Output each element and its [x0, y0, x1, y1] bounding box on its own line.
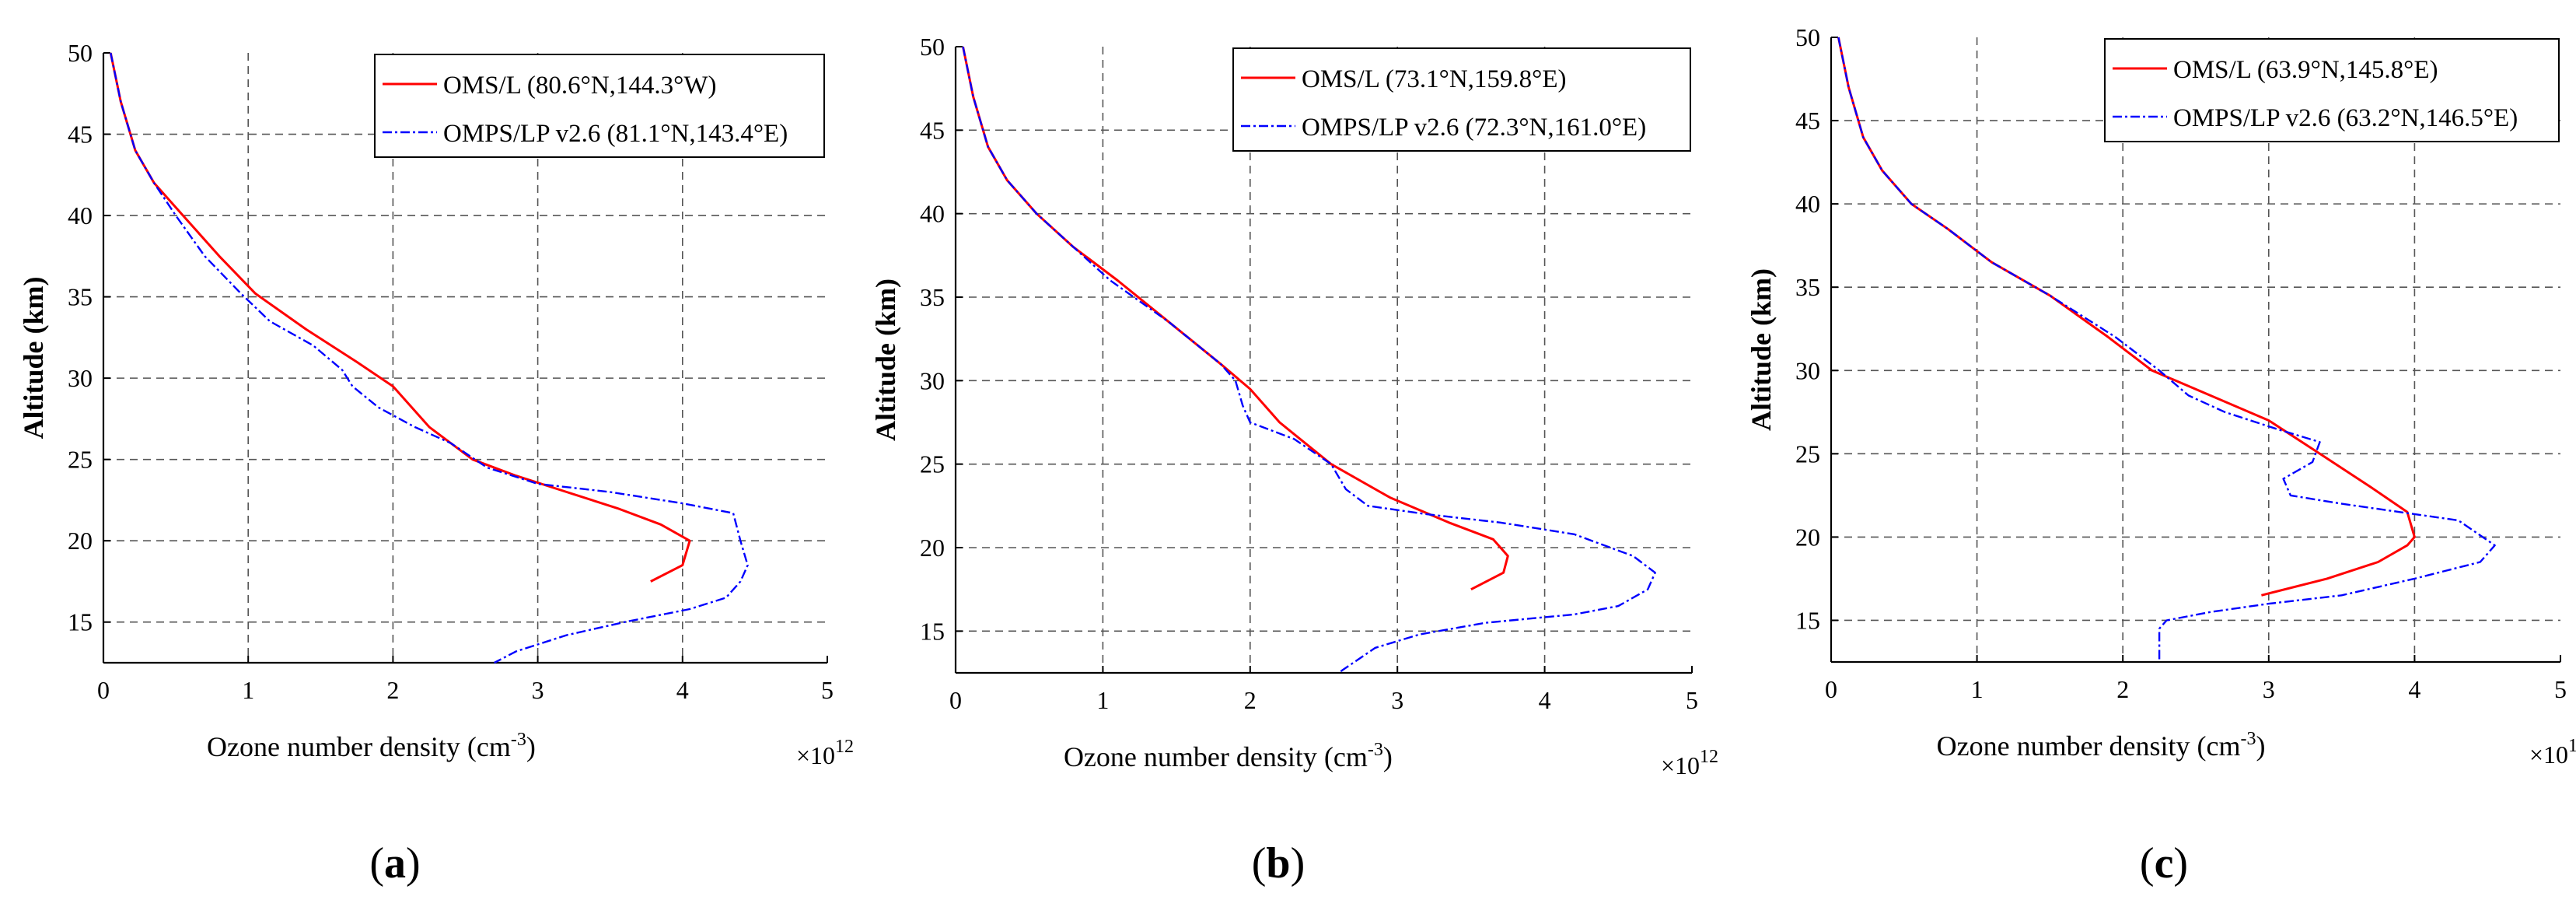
x-multiplier-base: ×10 [796, 741, 835, 769]
y-tick-label: 50 [68, 39, 93, 67]
panel-label: (b) [1252, 839, 1305, 888]
legend-box [374, 54, 825, 158]
y-tick-label: 40 [68, 201, 93, 229]
series-line-ompslp [962, 46, 1656, 674]
y-tick-label: 40 [1795, 190, 1820, 218]
x-tick-label: 2 [386, 676, 399, 704]
x-tick-label: 4 [1539, 686, 1551, 714]
legend-label: OMPS/LP v2.6 (63.2°N,146.5°E) [2173, 104, 2518, 132]
x-tick-label: 0 [1825, 675, 1837, 703]
y-tick-label: 45 [68, 121, 93, 149]
panel-label: (a) [369, 839, 420, 888]
x-tick-label: 2 [1244, 686, 1257, 714]
legend-label: OMS/L (63.9°N,145.8°E) [2173, 56, 2438, 84]
y-tick-label: 50 [1795, 23, 1820, 51]
y-tick-label: 45 [1795, 107, 1820, 135]
y-tick-label: 50 [920, 33, 945, 61]
panel-label-close: ) [2173, 839, 2188, 888]
series-line-omsl [962, 46, 1509, 591]
panel-label-open: ( [2140, 839, 2155, 888]
x-axis-title-tail: ) [1383, 741, 1393, 772]
legend-box [2104, 38, 2560, 142]
x-multiplier-exponent: 12 [835, 737, 854, 757]
y-tick-label: 25 [1795, 439, 1820, 468]
y-axis-title: Altitude (km) [870, 278, 901, 441]
y-tick-label: 20 [68, 527, 93, 555]
x-tick-label: 4 [676, 676, 689, 704]
y-tick-label: 15 [1795, 606, 1820, 634]
y-tick-label: 30 [920, 366, 945, 394]
legend-label: OMPS/LP v2.6 (72.3°N,161.0°E) [1302, 114, 1646, 142]
panel-label-letter: a [384, 839, 406, 888]
x-tick-label: 0 [949, 686, 962, 714]
x-multiplier-exponent: 12 [2568, 736, 2576, 756]
x-axis-multiplier: ×1012 [2529, 736, 2576, 769]
panel-label: (c) [2140, 839, 2188, 888]
x-axis-title: Ozone number density (cm-3) [207, 730, 536, 762]
y-tick-label: 25 [68, 446, 93, 474]
x-tick-label: 4 [2408, 675, 2420, 703]
panel-label-letter: b [1266, 839, 1290, 888]
x-axis-title-superscript: -3 [1368, 740, 1383, 760]
y-tick-label: 45 [920, 116, 945, 144]
series-line-ompslp [110, 52, 749, 664]
x-axis-title: Ozone number density (cm-3) [1937, 729, 2266, 762]
y-axis-title: Altitude (km) [18, 277, 49, 439]
y-tick-label: 20 [1795, 523, 1820, 551]
panel-label-close: ) [1291, 839, 1305, 888]
series-line-ompslp [1837, 37, 2496, 662]
x-axis-multiplier: ×1012 [1661, 747, 1718, 779]
legend-label: OMS/L (80.6°N,144.3°W) [443, 72, 716, 100]
x-axis-title-tail: ) [526, 731, 536, 762]
x-tick-label: 3 [1391, 686, 1403, 714]
x-axis-title: Ozone number density (cm-3) [1064, 740, 1393, 772]
x-axis-title-superscript: -3 [2241, 729, 2256, 749]
x-axis-title-base: Ozone number density (cm [1064, 741, 1368, 772]
x-tick-label: 1 [1971, 675, 1984, 703]
x-tick-label: 0 [97, 676, 110, 704]
y-tick-label: 20 [920, 534, 945, 562]
y-axis-title: Altitude (km) [1746, 268, 1777, 431]
x-tick-label: 5 [1686, 686, 1698, 714]
x-tick-label: 3 [2263, 675, 2275, 703]
panel-label-open: ( [369, 839, 384, 888]
x-tick-label: 1 [1096, 686, 1109, 714]
legend-label: OMS/L (73.1°N,159.8°E) [1302, 65, 1567, 93]
x-tick-label: 2 [2116, 675, 2129, 703]
legend: OMS/L (73.1°N,159.8°E) OMPS/LP v2.6 (72.3… [1232, 47, 1691, 152]
x-axis-title-tail: ) [2256, 730, 2266, 762]
x-multiplier-exponent: 12 [1700, 747, 1718, 767]
y-tick-label: 35 [1795, 273, 1820, 301]
x-axis-title-base: Ozone number density (cm [1937, 730, 2241, 762]
panel-label-open: ( [1252, 839, 1267, 888]
legend: OMS/L (80.6°N,144.3°W) OMPS/LP v2.6 (81.1… [374, 54, 825, 158]
y-tick-label: 15 [920, 617, 945, 645]
x-multiplier-base: ×10 [1661, 751, 1700, 779]
x-tick-label: 1 [242, 676, 254, 704]
y-tick-label: 15 [68, 608, 93, 636]
x-axis-multiplier: ×1012 [796, 737, 854, 769]
legend-label: OMPS/LP v2.6 (81.1°N,143.4°E) [443, 120, 788, 148]
x-multiplier-base: ×10 [2529, 741, 2568, 769]
panel-label-letter: c [2155, 839, 2174, 888]
y-tick-label: 35 [68, 283, 93, 311]
x-tick-label: 3 [532, 676, 544, 704]
legend: OMS/L (63.9°N,145.8°E) OMPS/LP v2.6 (63.2… [2104, 38, 2560, 142]
x-tick-label: 5 [2554, 675, 2567, 703]
y-tick-label: 30 [1795, 356, 1820, 384]
x-axis-title-base: Ozone number density (cm [207, 731, 511, 762]
y-tick-label: 30 [68, 364, 93, 392]
x-tick-label: 5 [821, 676, 834, 704]
y-tick-label: 35 [920, 283, 945, 311]
panel-label-close: ) [406, 839, 421, 888]
x-axis-title-superscript: -3 [511, 730, 526, 750]
y-tick-label: 40 [920, 200, 945, 228]
legend-box [1232, 47, 1691, 152]
y-tick-label: 25 [920, 450, 945, 478]
